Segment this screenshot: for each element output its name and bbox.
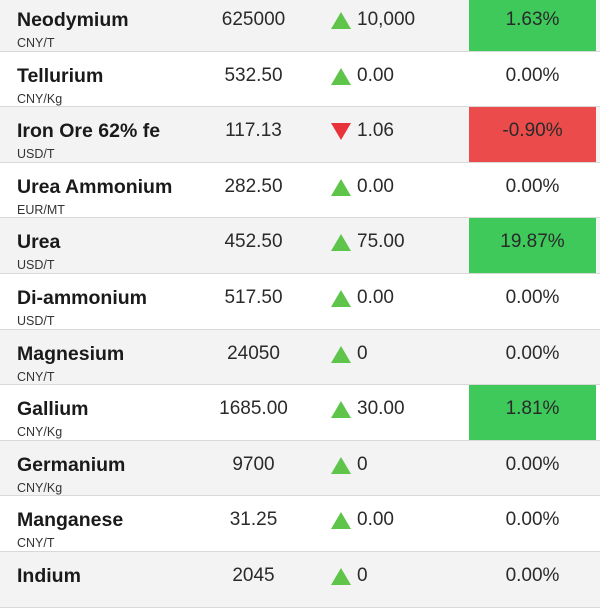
commodity-price: 625000 — [221, 9, 286, 30]
arrow-up-icon — [331, 345, 351, 363]
commodity-price: 24050 — [227, 342, 280, 364]
commodity-price: 282.50 — [224, 175, 283, 197]
commodity-price: 532.50 — [224, 64, 283, 86]
percent-change: 0.00% — [505, 286, 560, 308]
table-row[interactable]: Germanium CNY/Kg 9700 0 0.00% — [0, 440, 600, 497]
commodity-unit: CNY/Kg — [17, 480, 63, 495]
commodity-name: Urea Ammonium — [17, 175, 173, 198]
table-row[interactable]: Magnesium CNY/T 24050 0 0.00% — [0, 329, 600, 386]
commodity-price: 2045 — [232, 564, 275, 586]
commodity-unit: CNY/T — [17, 36, 55, 50]
commodity-name: Gallium — [17, 398, 89, 421]
percent-change: 1.81% — [469, 385, 596, 440]
commodity-unit: USD/T — [17, 147, 55, 162]
table-row[interactable]: Urea USD/T 452.50 75.00 19.87% — [0, 218, 600, 274]
commodity-price: 1685.00 — [219, 398, 288, 420]
price-change: 0.00 — [357, 286, 394, 308]
price-change: 1.06 — [357, 120, 394, 142]
arrow-down-icon — [331, 123, 351, 141]
price-change: 0 — [357, 453, 368, 475]
price-change: 0.00 — [357, 64, 394, 86]
commodity-price: 517.50 — [224, 286, 283, 308]
price-change: 0 — [357, 342, 368, 364]
commodity-name: Iron Ore 62% fe — [17, 120, 161, 143]
commodity-price: 117.13 — [225, 120, 282, 142]
arrow-up-icon — [331, 401, 351, 419]
arrow-up-icon — [331, 512, 351, 530]
price-change: 0.00 — [357, 509, 394, 531]
arrow-up-icon — [331, 67, 351, 85]
arrow-up-icon — [331, 12, 351, 29]
commodity-name: Germanium — [17, 453, 126, 476]
price-change: 0.00 — [357, 175, 394, 197]
table-row[interactable]: Manganese CNY/T 31.25 0.00 0.00% — [0, 496, 600, 552]
table-row[interactable]: Di-ammonium USD/T 517.50 0.00 0.00% — [0, 274, 600, 330]
percent-change: 1.63% — [469, 0, 596, 51]
commodity-name: Manganese — [17, 509, 124, 532]
table-row[interactable]: Tellurium CNY/Kg 532.50 0.00 0.00% — [0, 52, 600, 108]
arrow-up-icon — [331, 289, 351, 307]
price-change: 10,000 — [357, 9, 416, 30]
table-row[interactable]: Iron Ore 62% fe USD/T 117.13 1.06 -0.90% — [0, 107, 600, 163]
commodity-price: 452.50 — [224, 231, 283, 253]
price-change: 0 — [357, 564, 368, 586]
percent-change: 0.00% — [505, 509, 560, 531]
percent-change: -0.90% — [469, 107, 596, 162]
percent-change: 0.00% — [505, 64, 560, 86]
arrow-up-icon — [331, 567, 351, 585]
commodity-price: 9700 — [232, 453, 275, 475]
commodity-name: Neodymium — [17, 9, 129, 31]
commodity-name: Indium — [17, 564, 81, 587]
percent-change: 19.87% — [469, 218, 596, 273]
arrow-up-icon — [331, 234, 351, 252]
table-row[interactable]: Gallium CNY/Kg 1685.00 30.00 1.81% — [0, 385, 600, 441]
table-row[interactable]: Neodymium CNY/T 625000 10,000 1.63% — [0, 0, 600, 52]
table-row[interactable]: Indium 2045 0 0.00% — [0, 551, 600, 608]
commodity-unit: USD/T — [17, 258, 55, 273]
commodity-name: Di-ammonium — [17, 286, 148, 309]
commodity-unit: CNY/Kg — [17, 425, 63, 440]
table-row[interactable]: Urea Ammonium EUR/MT 282.50 0.00 0.00% — [0, 163, 600, 219]
commodity-unit: USD/T — [17, 313, 55, 328]
commodity-unit: EUR/MT — [17, 202, 65, 217]
percent-change: 0.00% — [505, 564, 560, 586]
arrow-up-icon — [331, 456, 351, 474]
commodity-unit: CNY/Kg — [17, 91, 63, 106]
commodity-price: 31.25 — [229, 509, 278, 531]
commodity-unit: CNY/T — [17, 536, 55, 551]
arrow-up-icon — [331, 178, 351, 196]
price-change: 75.00 — [357, 231, 405, 253]
percent-change: 0.00% — [505, 175, 560, 197]
percent-change: 0.00% — [505, 453, 560, 475]
commodity-name: Tellurium — [17, 64, 104, 87]
commodity-name: Urea — [17, 231, 61, 254]
commodity-unit: CNY/T — [17, 369, 55, 384]
price-change: 30.00 — [357, 398, 405, 420]
commodity-name: Magnesium — [17, 342, 125, 365]
percent-change: 0.00% — [505, 342, 560, 364]
